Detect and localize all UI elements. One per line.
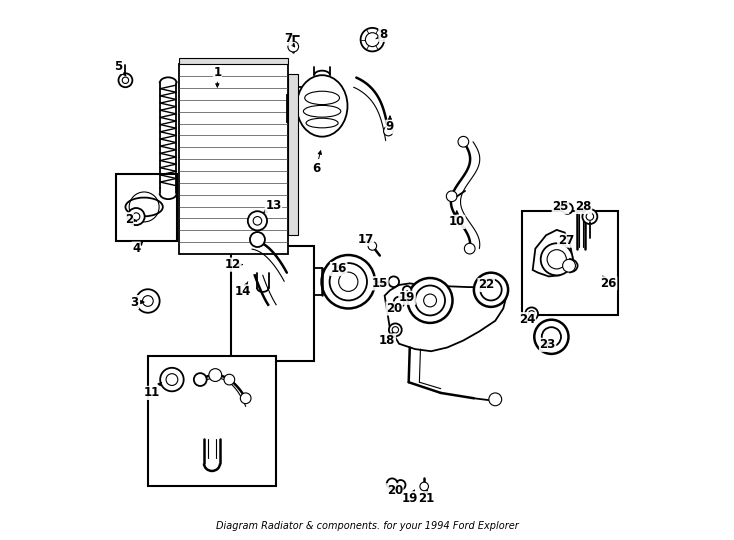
Ellipse shape bbox=[297, 75, 347, 137]
Circle shape bbox=[128, 208, 145, 225]
Bar bbox=[179, 64, 288, 254]
Circle shape bbox=[541, 244, 573, 275]
Text: 24: 24 bbox=[519, 313, 536, 326]
Circle shape bbox=[403, 286, 411, 295]
Circle shape bbox=[387, 478, 398, 489]
Text: 13: 13 bbox=[264, 199, 282, 213]
Text: 11: 11 bbox=[144, 382, 161, 400]
Text: 20: 20 bbox=[387, 484, 403, 497]
Text: 17: 17 bbox=[357, 233, 374, 246]
Circle shape bbox=[360, 28, 384, 51]
Text: 16: 16 bbox=[330, 262, 347, 275]
Circle shape bbox=[534, 320, 569, 354]
Polygon shape bbox=[385, 284, 506, 351]
Text: 6: 6 bbox=[312, 151, 321, 175]
Circle shape bbox=[562, 259, 575, 272]
Circle shape bbox=[396, 480, 405, 490]
Circle shape bbox=[420, 482, 429, 491]
Bar bbox=[116, 174, 178, 241]
Text: 15: 15 bbox=[371, 277, 388, 290]
Circle shape bbox=[446, 191, 457, 201]
Bar bbox=[522, 211, 618, 315]
Circle shape bbox=[458, 137, 469, 147]
Text: 27: 27 bbox=[558, 234, 574, 247]
Text: 12: 12 bbox=[225, 258, 242, 271]
Circle shape bbox=[465, 244, 475, 254]
Text: 10: 10 bbox=[448, 211, 465, 228]
Polygon shape bbox=[533, 230, 573, 276]
Circle shape bbox=[393, 296, 404, 307]
Text: 23: 23 bbox=[539, 339, 556, 352]
Text: 4: 4 bbox=[132, 241, 143, 255]
Circle shape bbox=[582, 209, 597, 224]
Text: 1: 1 bbox=[214, 66, 222, 87]
Text: 22: 22 bbox=[478, 279, 494, 292]
Circle shape bbox=[489, 393, 501, 406]
Text: 2: 2 bbox=[125, 213, 137, 226]
Circle shape bbox=[248, 211, 267, 231]
Bar bbox=[148, 355, 276, 487]
Circle shape bbox=[562, 203, 573, 214]
Circle shape bbox=[407, 278, 453, 323]
Text: 26: 26 bbox=[600, 276, 617, 290]
Text: 18: 18 bbox=[379, 332, 396, 347]
Ellipse shape bbox=[126, 198, 163, 217]
Bar bbox=[288, 74, 298, 235]
Circle shape bbox=[321, 255, 375, 308]
Circle shape bbox=[240, 393, 251, 403]
Circle shape bbox=[209, 369, 222, 381]
Text: 7: 7 bbox=[284, 32, 295, 47]
Text: 9: 9 bbox=[386, 116, 394, 133]
Text: 20: 20 bbox=[386, 302, 402, 315]
Text: 21: 21 bbox=[418, 490, 434, 505]
Circle shape bbox=[388, 276, 399, 287]
Text: Diagram Radiator & components. for your 1994 Ford Explorer: Diagram Radiator & components. for your … bbox=[216, 521, 518, 531]
Circle shape bbox=[288, 41, 299, 52]
Circle shape bbox=[136, 289, 159, 313]
Text: 28: 28 bbox=[575, 200, 592, 213]
Circle shape bbox=[474, 273, 508, 307]
Text: 5: 5 bbox=[115, 60, 126, 76]
Text: 3: 3 bbox=[131, 295, 144, 308]
Bar bbox=[230, 246, 313, 361]
Bar bbox=[179, 58, 288, 64]
Text: 19: 19 bbox=[399, 291, 415, 305]
Text: 25: 25 bbox=[552, 200, 569, 213]
Text: 14: 14 bbox=[235, 282, 251, 298]
Circle shape bbox=[384, 126, 393, 136]
Circle shape bbox=[250, 232, 265, 247]
Circle shape bbox=[368, 242, 377, 250]
Circle shape bbox=[118, 73, 132, 87]
Text: 19: 19 bbox=[401, 490, 418, 505]
Circle shape bbox=[389, 323, 401, 336]
Circle shape bbox=[160, 368, 184, 392]
Text: 8: 8 bbox=[376, 28, 387, 42]
Circle shape bbox=[194, 373, 207, 386]
Circle shape bbox=[224, 374, 235, 385]
Circle shape bbox=[526, 307, 538, 320]
